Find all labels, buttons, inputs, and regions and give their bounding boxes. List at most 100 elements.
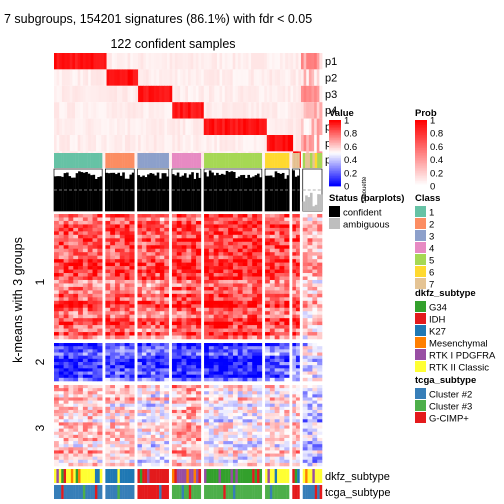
heatmap-cell [114,437,121,442]
heatmap-cell [159,266,165,270]
heatmap-cell [137,335,143,340]
heatmap-cell [146,332,152,336]
heatmap-cell [129,358,135,363]
prob-cell [206,85,210,103]
heatmap-cell [228,422,234,426]
heatmap-cell [114,374,121,379]
heatmap-cell [124,276,130,281]
prob-cell [159,69,163,86]
heatmap-cell [279,406,285,411]
heatmap-cell [68,406,74,411]
tcga-subtype-cell [305,485,308,499]
heatmap-cell [317,388,323,392]
heatmap-cell [279,241,285,246]
heatmap-cell [58,304,64,309]
heatmap-cell [242,385,248,389]
heatmap-cell [176,419,182,423]
heatmap-cell [92,425,98,429]
dkfz-subtype-cell [249,469,253,483]
heatmap-cell [292,252,297,256]
heatmap-cell [186,321,192,326]
heatmap-cell [124,314,130,319]
heatmap-cell [186,352,192,356]
heatmap-cell [257,297,263,302]
heatmap-cell [292,276,297,281]
heatmap-cell [232,279,239,284]
heatmap-cell [97,293,103,298]
heatmap-cell [181,241,187,246]
heatmap-cell [58,368,64,372]
heatmap-cell [159,419,165,423]
heatmap-cell [274,335,280,340]
heatmap-cell [141,406,147,411]
heatmap-cell [218,220,224,225]
heatmap-cell [228,346,234,350]
heatmap-cell [68,388,74,392]
prob-cell [143,102,147,119]
heatmap-cell [141,447,147,451]
prob-cell [214,118,218,135]
heatmap-cell [284,419,290,423]
heatmap-cell [242,318,248,322]
heatmap-cell [87,441,93,445]
heatmap-cell [295,245,300,250]
heatmap-cell [171,283,178,288]
heatmap-cell [87,450,93,454]
heatmap-cell [73,276,79,281]
prob-cell [114,85,118,103]
prob-cell [198,53,202,70]
heatmap-cell [141,231,147,236]
heatmap-cell [204,385,210,389]
heatmap-cell [312,444,318,448]
tcga-subtype-cell [223,485,226,499]
heatmap-cell [129,394,135,398]
prob-cell [216,69,220,86]
heatmap-cell [176,248,182,253]
heatmap-cell [159,332,165,336]
tcga-subtype-cell [279,485,283,499]
heatmap-cell [110,447,116,451]
heatmap-cell [279,362,285,366]
heatmap-cell [213,227,219,232]
heatmap-cell [119,307,125,312]
heatmap-cell [196,304,202,309]
heatmap-cell [150,259,156,263]
heatmap-cell [292,290,297,295]
heatmap-cell [114,391,121,395]
tcga-subtype-cell [220,485,224,499]
heatmap-cell [92,391,98,395]
heatmap-cell [274,462,280,467]
heatmap-cell [63,377,69,382]
heatmap-cell [92,397,98,401]
silhouette-bar [312,206,315,211]
heatmap-cell [92,227,98,232]
heatmap-cell [137,231,143,236]
heatmap-cell [114,441,121,445]
heatmap-cell [302,388,308,392]
heatmap-cell [242,425,248,429]
prob-cell [106,102,110,119]
heatmap-cell [196,459,202,464]
dkfz-subtype-cell [181,469,185,483]
heatmap-cell [78,234,84,239]
heatmap-cell [92,355,98,360]
heatmap-cell [150,434,156,439]
heatmap-cell [279,266,285,270]
heatmap-cell [124,368,130,372]
tcga-subtype-cell [87,485,91,499]
heatmap-cell [186,453,192,457]
prob-cell [103,53,107,70]
heatmap-cell [78,335,84,340]
heatmap-cell [242,346,248,350]
heatmap-cell [279,259,285,263]
prob-cell [279,135,283,152]
prob-cell [59,85,63,103]
prob-cell [180,118,184,135]
heatmap-cell [252,459,258,464]
prob-cell [311,53,315,70]
heatmap-cell [114,346,121,350]
heatmap-cell [68,416,74,420]
prob-cell [235,102,239,119]
tcga-subtype-cell [309,485,313,499]
heatmap-cell [312,450,318,454]
